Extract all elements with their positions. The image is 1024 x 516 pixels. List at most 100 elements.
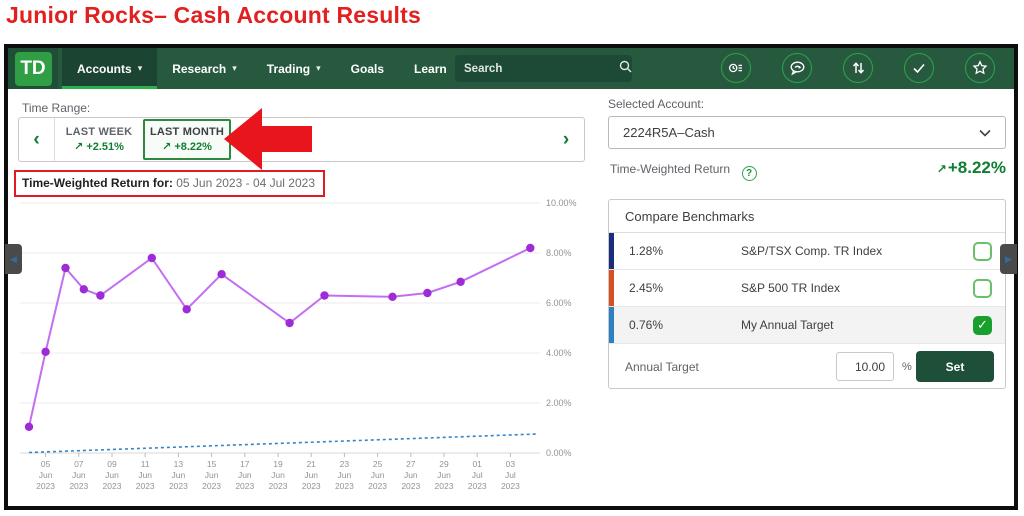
svg-text:2023: 2023 xyxy=(335,481,354,491)
nav-item-accounts[interactable]: Accounts ▾ xyxy=(62,48,158,89)
transfer-arrows-icon[interactable] xyxy=(843,53,873,83)
svg-text:Jun: Jun xyxy=(138,470,152,480)
account-dropdown-value: 2224R5A–Cash xyxy=(623,125,715,140)
check-circle-icon[interactable] xyxy=(904,53,934,83)
benchmark-name: My Annual Target xyxy=(741,318,834,332)
benchmark-color-bar xyxy=(609,307,614,343)
page-prev-arrow[interactable]: ◀ xyxy=(5,244,22,274)
nav-icon-buttons xyxy=(721,53,995,83)
benchmark-row: 0.76% My Annual Target ✓ xyxy=(609,307,1005,344)
star-icon[interactable] xyxy=(965,53,995,83)
annual-target-row: Annual Target % Set xyxy=(609,344,1005,389)
svg-text:Jun: Jun xyxy=(304,470,318,480)
benchmark-value: 2.45% xyxy=(629,281,664,295)
benchmark-rows: 1.28% S&P/TSX Comp. TR Index 2.45% S&P 500 … xyxy=(609,233,1005,344)
benchmark-value: 1.28% xyxy=(629,244,664,258)
svg-text:03: 03 xyxy=(506,459,516,469)
up-trend-icon: ↗ xyxy=(936,162,947,176)
svg-text:2023: 2023 xyxy=(169,481,188,491)
nav-items: Accounts ▾ Research ▾ Trading ▾ Goals Le… xyxy=(62,48,462,89)
svg-text:2023: 2023 xyxy=(368,481,387,491)
percent-sign: % xyxy=(902,360,912,373)
svg-text:2023: 2023 xyxy=(401,481,420,491)
chevron-down-icon xyxy=(979,124,991,142)
benchmark-value: 0.76% xyxy=(629,318,664,332)
svg-text:2023: 2023 xyxy=(468,481,487,491)
svg-text:Jun: Jun xyxy=(371,470,385,480)
chevron-down-icon: ▾ xyxy=(316,63,321,73)
time-weighted-return-banner: Time-Weighted Return for: 05 Jun 2023 - … xyxy=(14,170,325,197)
svg-text:2023: 2023 xyxy=(302,481,321,491)
benchmark-checkbox[interactable] xyxy=(973,278,992,298)
svg-text:2023: 2023 xyxy=(69,481,88,491)
svg-text:11: 11 xyxy=(141,459,150,469)
svg-text:Jun: Jun xyxy=(105,470,119,480)
twr-label: Time-Weighted Return xyxy=(610,162,731,176)
td-logo[interactable]: TD xyxy=(8,48,58,89)
up-trend-icon: ↗ xyxy=(162,141,172,153)
svg-text:09: 09 xyxy=(107,459,117,469)
compare-benchmarks-card: Compare Benchmarks 1.28% S&P/TSX Comp. TR… xyxy=(608,199,1006,389)
svg-text:Jun: Jun xyxy=(338,470,352,480)
svg-text:19: 19 xyxy=(273,459,283,469)
benchmarks-title: Compare Benchmarks xyxy=(609,200,1005,233)
up-trend-icon: ↗ xyxy=(74,141,84,153)
info-icon[interactable]: ? xyxy=(741,166,757,181)
search-icon xyxy=(619,60,632,78)
svg-text:2023: 2023 xyxy=(235,481,254,491)
svg-text:8.00%: 8.00% xyxy=(546,248,572,258)
annotation-red-arrow xyxy=(224,108,312,170)
svg-text:07: 07 xyxy=(74,459,84,469)
benchmark-name: S&P 500 TR Index xyxy=(741,281,840,295)
svg-text:2023: 2023 xyxy=(269,481,288,491)
benchmark-row: 2.45% S&P 500 TR Index xyxy=(609,270,1005,307)
svg-text:Jun: Jun xyxy=(404,470,418,480)
range-option-last-month[interactable]: LAST MONTH ↗ +8.22% xyxy=(143,119,231,160)
annual-target-input[interactable] xyxy=(836,352,894,381)
nav-item-trading[interactable]: Trading ▾ xyxy=(266,61,321,76)
svg-text:2023: 2023 xyxy=(501,481,520,491)
nav-item-goals[interactable]: Goals xyxy=(350,61,385,76)
svg-text:2.00%: 2.00% xyxy=(546,398,572,408)
svg-text:01: 01 xyxy=(472,459,482,469)
watchlist-clock-icon[interactable] xyxy=(721,53,751,83)
svg-text:13: 13 xyxy=(174,459,184,469)
svg-text:2023: 2023 xyxy=(136,481,155,491)
svg-text:Jun: Jun xyxy=(437,470,451,480)
svg-text:2023: 2023 xyxy=(202,481,221,491)
selected-account-label: Selected Account: xyxy=(608,97,705,111)
svg-text:25: 25 xyxy=(373,459,383,469)
svg-text:Jul: Jul xyxy=(472,470,483,480)
twr-value: ↗+8.22% xyxy=(936,158,1006,177)
svg-text:Jun: Jun xyxy=(238,470,252,480)
page-next-arrow[interactable]: ▶ xyxy=(1000,244,1017,274)
annual-target-label: Annual Target xyxy=(625,359,699,374)
svg-text:15: 15 xyxy=(207,459,217,469)
svg-text:2023: 2023 xyxy=(435,481,454,491)
search-input[interactable] xyxy=(464,62,619,75)
svg-text:23: 23 xyxy=(340,459,350,469)
search-box[interactable] xyxy=(455,55,632,82)
svg-text:21: 21 xyxy=(306,459,316,469)
range-prev-chevron[interactable]: ‹ xyxy=(19,118,55,161)
range-option-last-week[interactable]: LAST WEEK ↗ +2.51% xyxy=(65,126,133,153)
svg-text:2023: 2023 xyxy=(103,481,122,491)
svg-text:Jun: Jun xyxy=(172,470,186,480)
range-next-chevron[interactable]: › xyxy=(562,128,570,150)
chat-bubble-icon[interactable] xyxy=(782,53,812,83)
account-dropdown[interactable]: 2224R5A–Cash xyxy=(608,116,1006,149)
svg-text:Jun: Jun xyxy=(72,470,86,480)
chevron-down-icon: ▾ xyxy=(137,63,143,73)
benchmark-name: S&P/TSX Comp. TR Index xyxy=(741,244,883,258)
set-button[interactable]: Set xyxy=(916,351,994,382)
benchmark-checkbox[interactable] xyxy=(973,241,992,261)
nav-item-learn[interactable]: Learn xyxy=(414,61,447,76)
top-navbar: TD Accounts ▾ Research ▾ Trading ▾ Goals xyxy=(8,48,1014,89)
time-range-label: Time Range: xyxy=(22,101,91,115)
nav-item-research[interactable]: Research ▾ xyxy=(172,61,237,76)
svg-text:0.00%: 0.00% xyxy=(546,448,572,458)
benchmark-checkbox[interactable]: ✓ xyxy=(973,315,992,335)
svg-text:Jun: Jun xyxy=(39,470,53,480)
page-title: Junior Rocks– Cash Account Results xyxy=(6,2,421,28)
svg-text:Jun: Jun xyxy=(205,470,219,480)
